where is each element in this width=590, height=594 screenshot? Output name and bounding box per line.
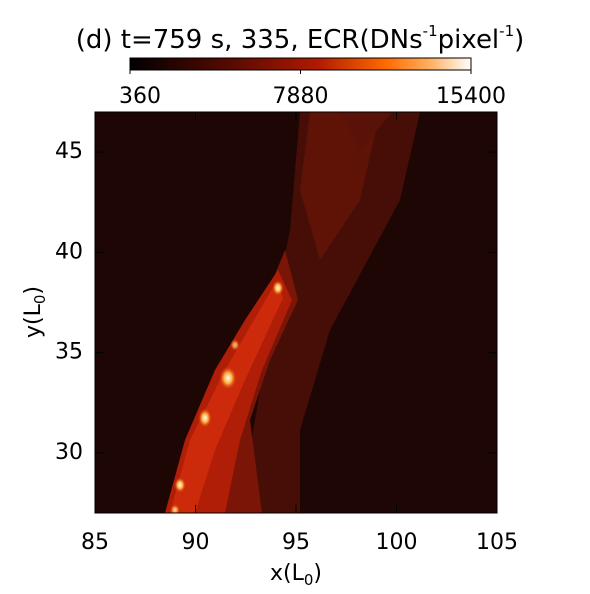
- superscript: -1: [423, 22, 438, 40]
- y-tick-label: 35: [55, 340, 83, 365]
- colorbar: [129, 57, 472, 71]
- text-part: x(L: [270, 561, 305, 586]
- text-part: (d) t=759 s, 335, ECR(DNs: [76, 25, 423, 55]
- subscript: 0: [304, 571, 314, 589]
- y-axis-label: y(L0): [21, 286, 49, 338]
- text-part: ): [313, 561, 322, 586]
- text-part: pixel: [438, 25, 500, 55]
- y-tick-label: 40: [55, 239, 83, 264]
- text-part: ): [21, 286, 46, 295]
- y-tick-label: 30: [55, 440, 83, 465]
- x-tick-label: 95: [282, 530, 310, 555]
- heatmap-image: [95, 112, 497, 513]
- chart-title: (d) t=759 s, 335, ECR(DNs-1pixel-1): [76, 22, 525, 55]
- superscript: -1: [499, 22, 514, 40]
- x-tick-label: 100: [376, 530, 418, 555]
- colorbar-tick-label: 15400: [436, 84, 506, 109]
- colorbar-tick-label: 360: [119, 84, 161, 109]
- x-tick-label: 90: [182, 530, 210, 555]
- text-part: y(L: [21, 303, 46, 338]
- x-axis-label: x(L0): [270, 561, 322, 589]
- subscript: 0: [31, 295, 49, 305]
- text-part: ): [514, 25, 524, 55]
- y-tick-label: 45: [55, 139, 83, 164]
- x-tick-label: 85: [81, 530, 109, 555]
- colorbar-tick-label: 7880: [273, 84, 329, 109]
- x-tick-label: 105: [476, 530, 518, 555]
